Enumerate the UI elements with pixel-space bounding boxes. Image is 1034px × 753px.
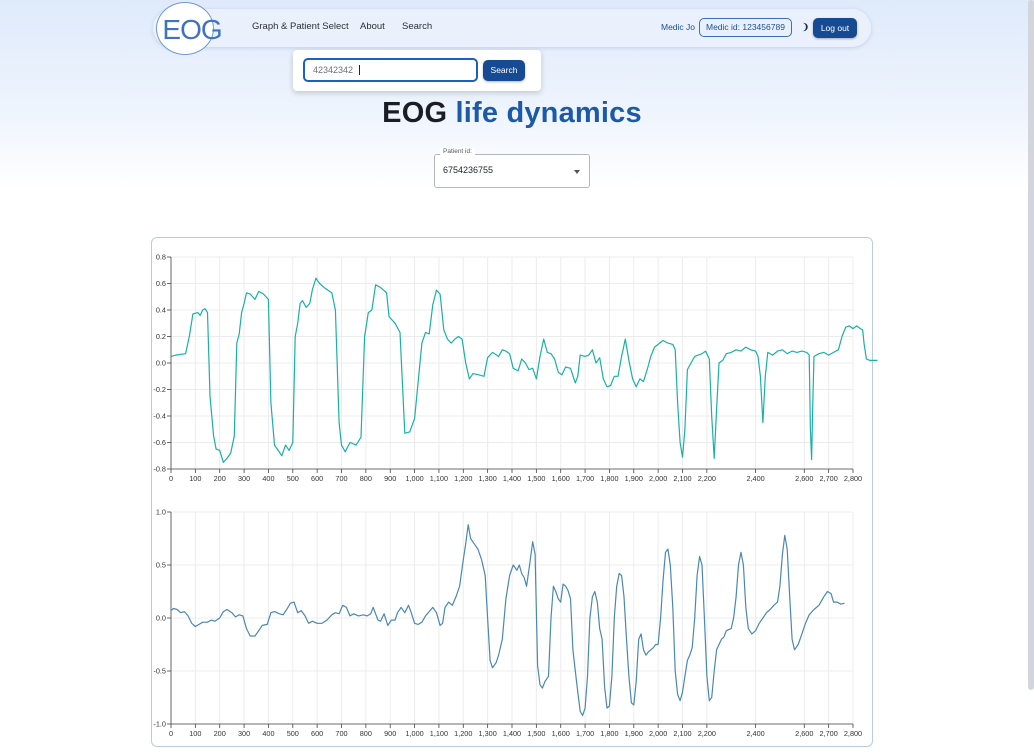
nav-link-search[interactable]: Search [402,21,433,32]
chart2-y-tick-label: 1.0 [156,508,166,517]
moon-icon[interactable] [800,22,809,32]
chart1-x-tick-label: 1,300 [479,474,497,483]
chart1-x-tick-label: 200 [214,474,226,483]
chart1-x-tick-label: 500 [287,474,299,483]
chart1-y-tick-label: -0.4 [153,412,166,421]
chart1-series-line [170,277,878,463]
logout-button[interactable]: Log out [813,18,857,38]
chart2-x-tick-label: 300 [238,729,250,738]
chart1-x-tick-label: 1,000 [405,474,423,483]
chart1-y-tick-label: 0.0 [156,359,166,368]
chart2-x-tick-label: 2,100 [673,729,691,738]
chart1-x-tick-label: 0 [169,474,173,483]
patient-id-select[interactable] [434,154,590,188]
chart1-y-tick-label: -0.8 [153,465,166,474]
chart2-x-tick-label: 1,300 [479,729,497,738]
chart1-x-tick-label: 1,400 [503,474,521,483]
chart2-x-tick-label: 900 [384,729,396,738]
chart2-y-tick-label: 0.5 [156,561,166,570]
chevron-down-icon[interactable] [574,170,580,174]
chart2-x-tick-label: 100 [189,729,201,738]
chart1-x-tick-label: 1,700 [576,474,594,483]
chart1-y-tick-label: -0.6 [153,438,166,447]
chart1-x-tick-label: 600 [311,474,323,483]
chart1-y-tick-label: 0.4 [156,306,166,315]
chart2-x-tick-label: 800 [360,729,372,738]
chart2-x-tick-label: 2,400 [746,729,764,738]
chart2-y-tick-label: -1.0 [153,720,166,729]
chart1-x-tick-label: 1,200 [454,474,472,483]
chart1-y-tick-label: 0.8 [156,253,166,262]
chart1-x-tick-label: 400 [262,474,274,483]
chart1-x-tick-label: 800 [360,474,372,483]
chart1-y-tick-label: -0.2 [153,385,166,394]
chart2-x-tick-label: 0 [169,729,173,738]
chart2-x-tick-label: 2,000 [649,729,667,738]
chart1-x-tick-label: 300 [238,474,250,483]
chart2-x-tick-label: 1,000 [405,729,423,738]
patient-id-value: 6754236755 [443,165,494,175]
chart2-x-tick-label: 2,700 [820,729,838,738]
chart2-x-tick-label: 200 [214,729,226,738]
medic-name: Medic Jo [661,22,696,32]
patient-id-label: Patient id: [440,148,475,155]
chart1-x-tick-label: 700 [335,474,347,483]
chart1-x-tick-label: 2,000 [649,474,667,483]
chart1-x-tick-label: 100 [189,474,201,483]
page-title: EOG life dynamics [0,97,1024,130]
chart2-x-tick-label: 600 [311,729,323,738]
chart1-x-tick-label: 1,100 [430,474,448,483]
search-button[interactable]: Search [483,60,525,81]
title-part-2: life dynamics [455,97,642,129]
chart2-x-tick-label: 1,800 [600,729,618,738]
chart1-x-tick-label: 1,500 [527,474,545,483]
search-input[interactable] [303,58,478,82]
chart1-y-tick-label: 0.6 [156,279,166,288]
chart2-y-tick-label: 0.0 [156,614,166,623]
eog-logo[interactable]: EOG [156,2,223,55]
chart2-x-tick-label: 400 [262,729,274,738]
chart2-x-tick-label: 500 [287,729,299,738]
page-scrollbar[interactable] [1028,0,1034,690]
chart1-x-tick-label: 2,200 [698,474,716,483]
chart2-x-tick-label: 1,200 [454,729,472,738]
chart2-x-tick-label: 1,900 [625,729,643,738]
chart2-series-line [170,524,845,717]
chart2-x-tick-label: 1,500 [527,729,545,738]
chart2-x-tick-label: 700 [335,729,347,738]
chart1-x-tick-label: 1,600 [552,474,570,483]
chart2-x-tick-label: 2,200 [698,729,716,738]
chart2-x-tick-label: 2,800 [844,729,862,738]
logo-text: EOG [162,13,222,45]
chart2-x-tick-label: 1,400 [503,729,521,738]
title-part-1: EOG [382,97,448,129]
chart1-x-tick-label: 2,600 [795,474,813,483]
chart1-x-tick-label: 2,100 [673,474,691,483]
chart2-x-tick-label: 2,600 [795,729,813,738]
nav-link-graph-patient-select[interactable]: Graph & Patient Select [252,21,349,32]
chart2-y-tick-label: -0.5 [153,667,166,676]
nav-link-about[interactable]: About [360,21,385,32]
chart1-x-tick-label: 1,800 [600,474,618,483]
text-caret [359,65,360,75]
chart2-x-tick-label: 1,700 [576,729,594,738]
chart1-y-tick-label: 0.2 [156,332,166,341]
medic-id-badge: Medic id: 123456789 [699,18,792,37]
chart2-x-tick-label: 1,100 [430,729,448,738]
chart1-x-tick-label: 2,800 [844,474,862,483]
chart1-x-tick-label: 900 [384,474,396,483]
chart1-x-tick-label: 2,700 [820,474,838,483]
chart1-x-tick-label: 1,900 [625,474,643,483]
chart2-x-tick-label: 1,600 [552,729,570,738]
chart1-x-tick-label: 2,400 [746,474,764,483]
